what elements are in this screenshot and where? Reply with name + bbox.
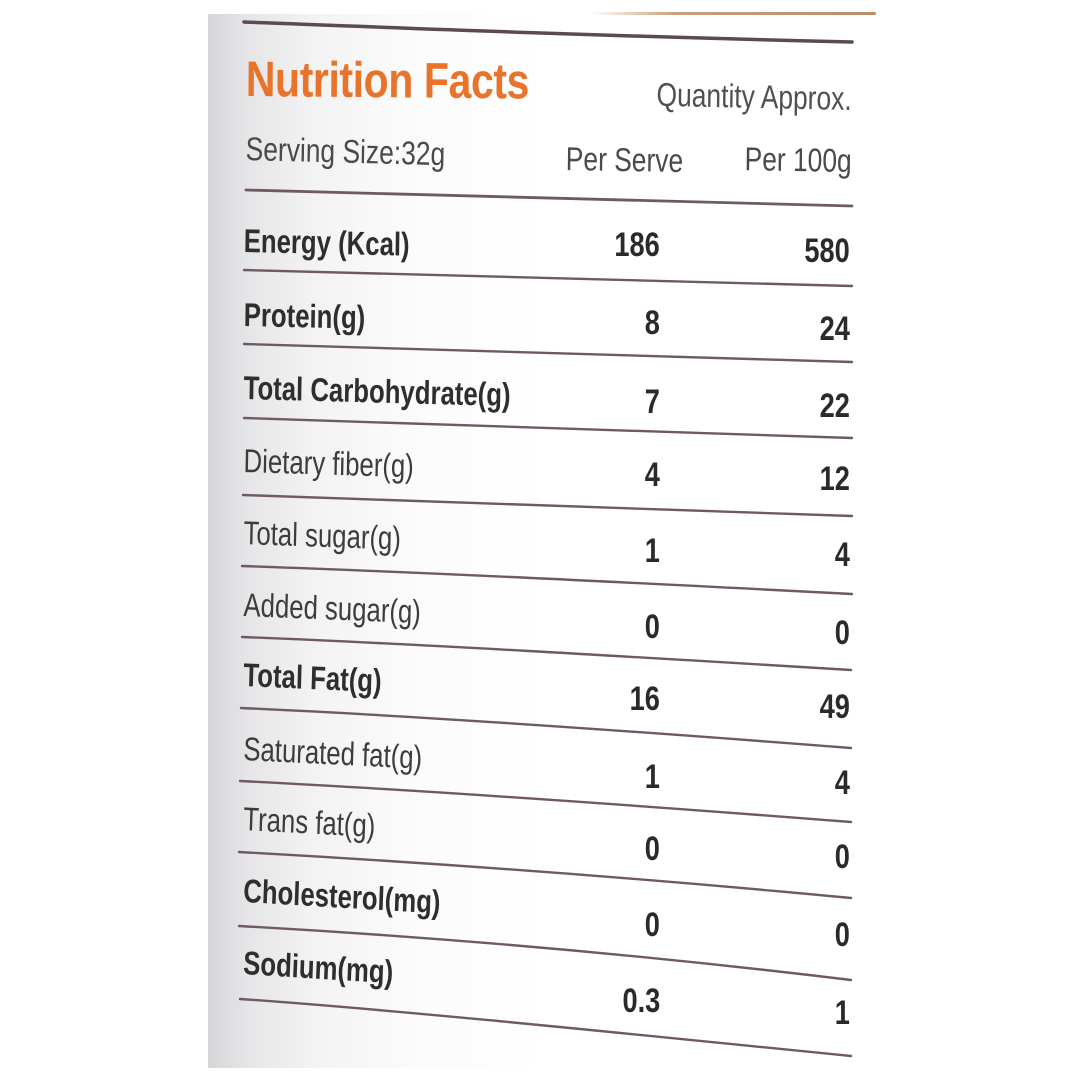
value-per-serve: 16 [629, 680, 660, 718]
value-per-100g: 0 [834, 916, 850, 954]
value-per-100g: 0 [834, 614, 850, 652]
value-per-serve: 1 [644, 758, 660, 796]
value-per-100g: 4 [834, 764, 850, 802]
nutrient-name: Energy (Kcal) [243, 222, 410, 263]
value-per-100g: 1 [834, 994, 850, 1032]
value-per-100g: 24 [819, 310, 850, 348]
nutrient-row: Total sugar(g) 1 4 [0, 512, 1080, 582]
value-per-serve: 4 [644, 456, 660, 494]
nutrient-name: Total Fat(g) [242, 656, 383, 700]
top-accent-line [590, 12, 876, 15]
value-per-100g: 580 [804, 232, 850, 270]
value-per-serve: 186 [614, 226, 660, 264]
value-per-serve: 0 [644, 830, 660, 868]
nutrient-row: Total Carbohydrate(g) 7 22 [0, 365, 1080, 435]
value-per-100g: 49 [819, 688, 850, 726]
nutrient-row: Added sugar(g) 0 0 [0, 584, 1080, 654]
value-per-100g: 22 [819, 387, 850, 425]
nutrient-name: Total sugar(g) [243, 514, 402, 557]
value-per-serve: 1 [644, 532, 660, 570]
nutrient-row: Sodium(mg) 0.3 1 [0, 942, 1080, 1032]
nutrient-name: Total Carbohydrate(g) [243, 369, 511, 414]
value-per-serve: 0.3 [622, 982, 660, 1020]
value-per-100g: 0 [834, 838, 850, 876]
nutrient-name: Trans fat(g) [242, 800, 376, 845]
nutrient-row: Dietary fiber(g) 4 12 [0, 440, 1080, 510]
nutrient-row: Protein(g) 8 24 [0, 292, 1080, 362]
value-per-serve: 0 [644, 906, 660, 944]
value-per-serve: 8 [644, 304, 660, 342]
nutrient-row: Cholesterol(mg) 0 0 [0, 870, 1080, 954]
nutrient-row: Saturated fat(g) 1 4 [0, 728, 1080, 802]
value-per-100g: 12 [819, 460, 850, 498]
nutrient-name: Cholesterol(mg) [242, 872, 442, 921]
quantity-note: Quantity Approx. [656, 75, 852, 117]
serving-size: Serving Size:32g [245, 130, 446, 173]
column-header-per-100g: Per 100g [744, 140, 852, 179]
column-header-per-serve: Per Serve [565, 140, 684, 180]
value-per-serve: 7 [644, 383, 660, 421]
nutrient-name: Protein(g) [243, 296, 366, 336]
nutrient-row: Trans fat(g) 0 0 [0, 798, 1080, 876]
nutrient-row: Energy (Kcal) 186 580 [0, 216, 1080, 286]
value-per-serve: 0 [644, 608, 660, 646]
nutrient-name: Added sugar(g) [243, 586, 422, 631]
value-per-100g: 4 [834, 536, 850, 574]
label-title: Nutrition Facts [245, 50, 530, 110]
nutrient-row: Total Fat(g) 16 49 [0, 656, 1080, 726]
nutrient-name: Dietary fiber(g) [243, 442, 415, 485]
nutrient-name: Saturated fat(g) [242, 730, 423, 776]
nutrient-name: Sodium(mg) [242, 944, 394, 991]
